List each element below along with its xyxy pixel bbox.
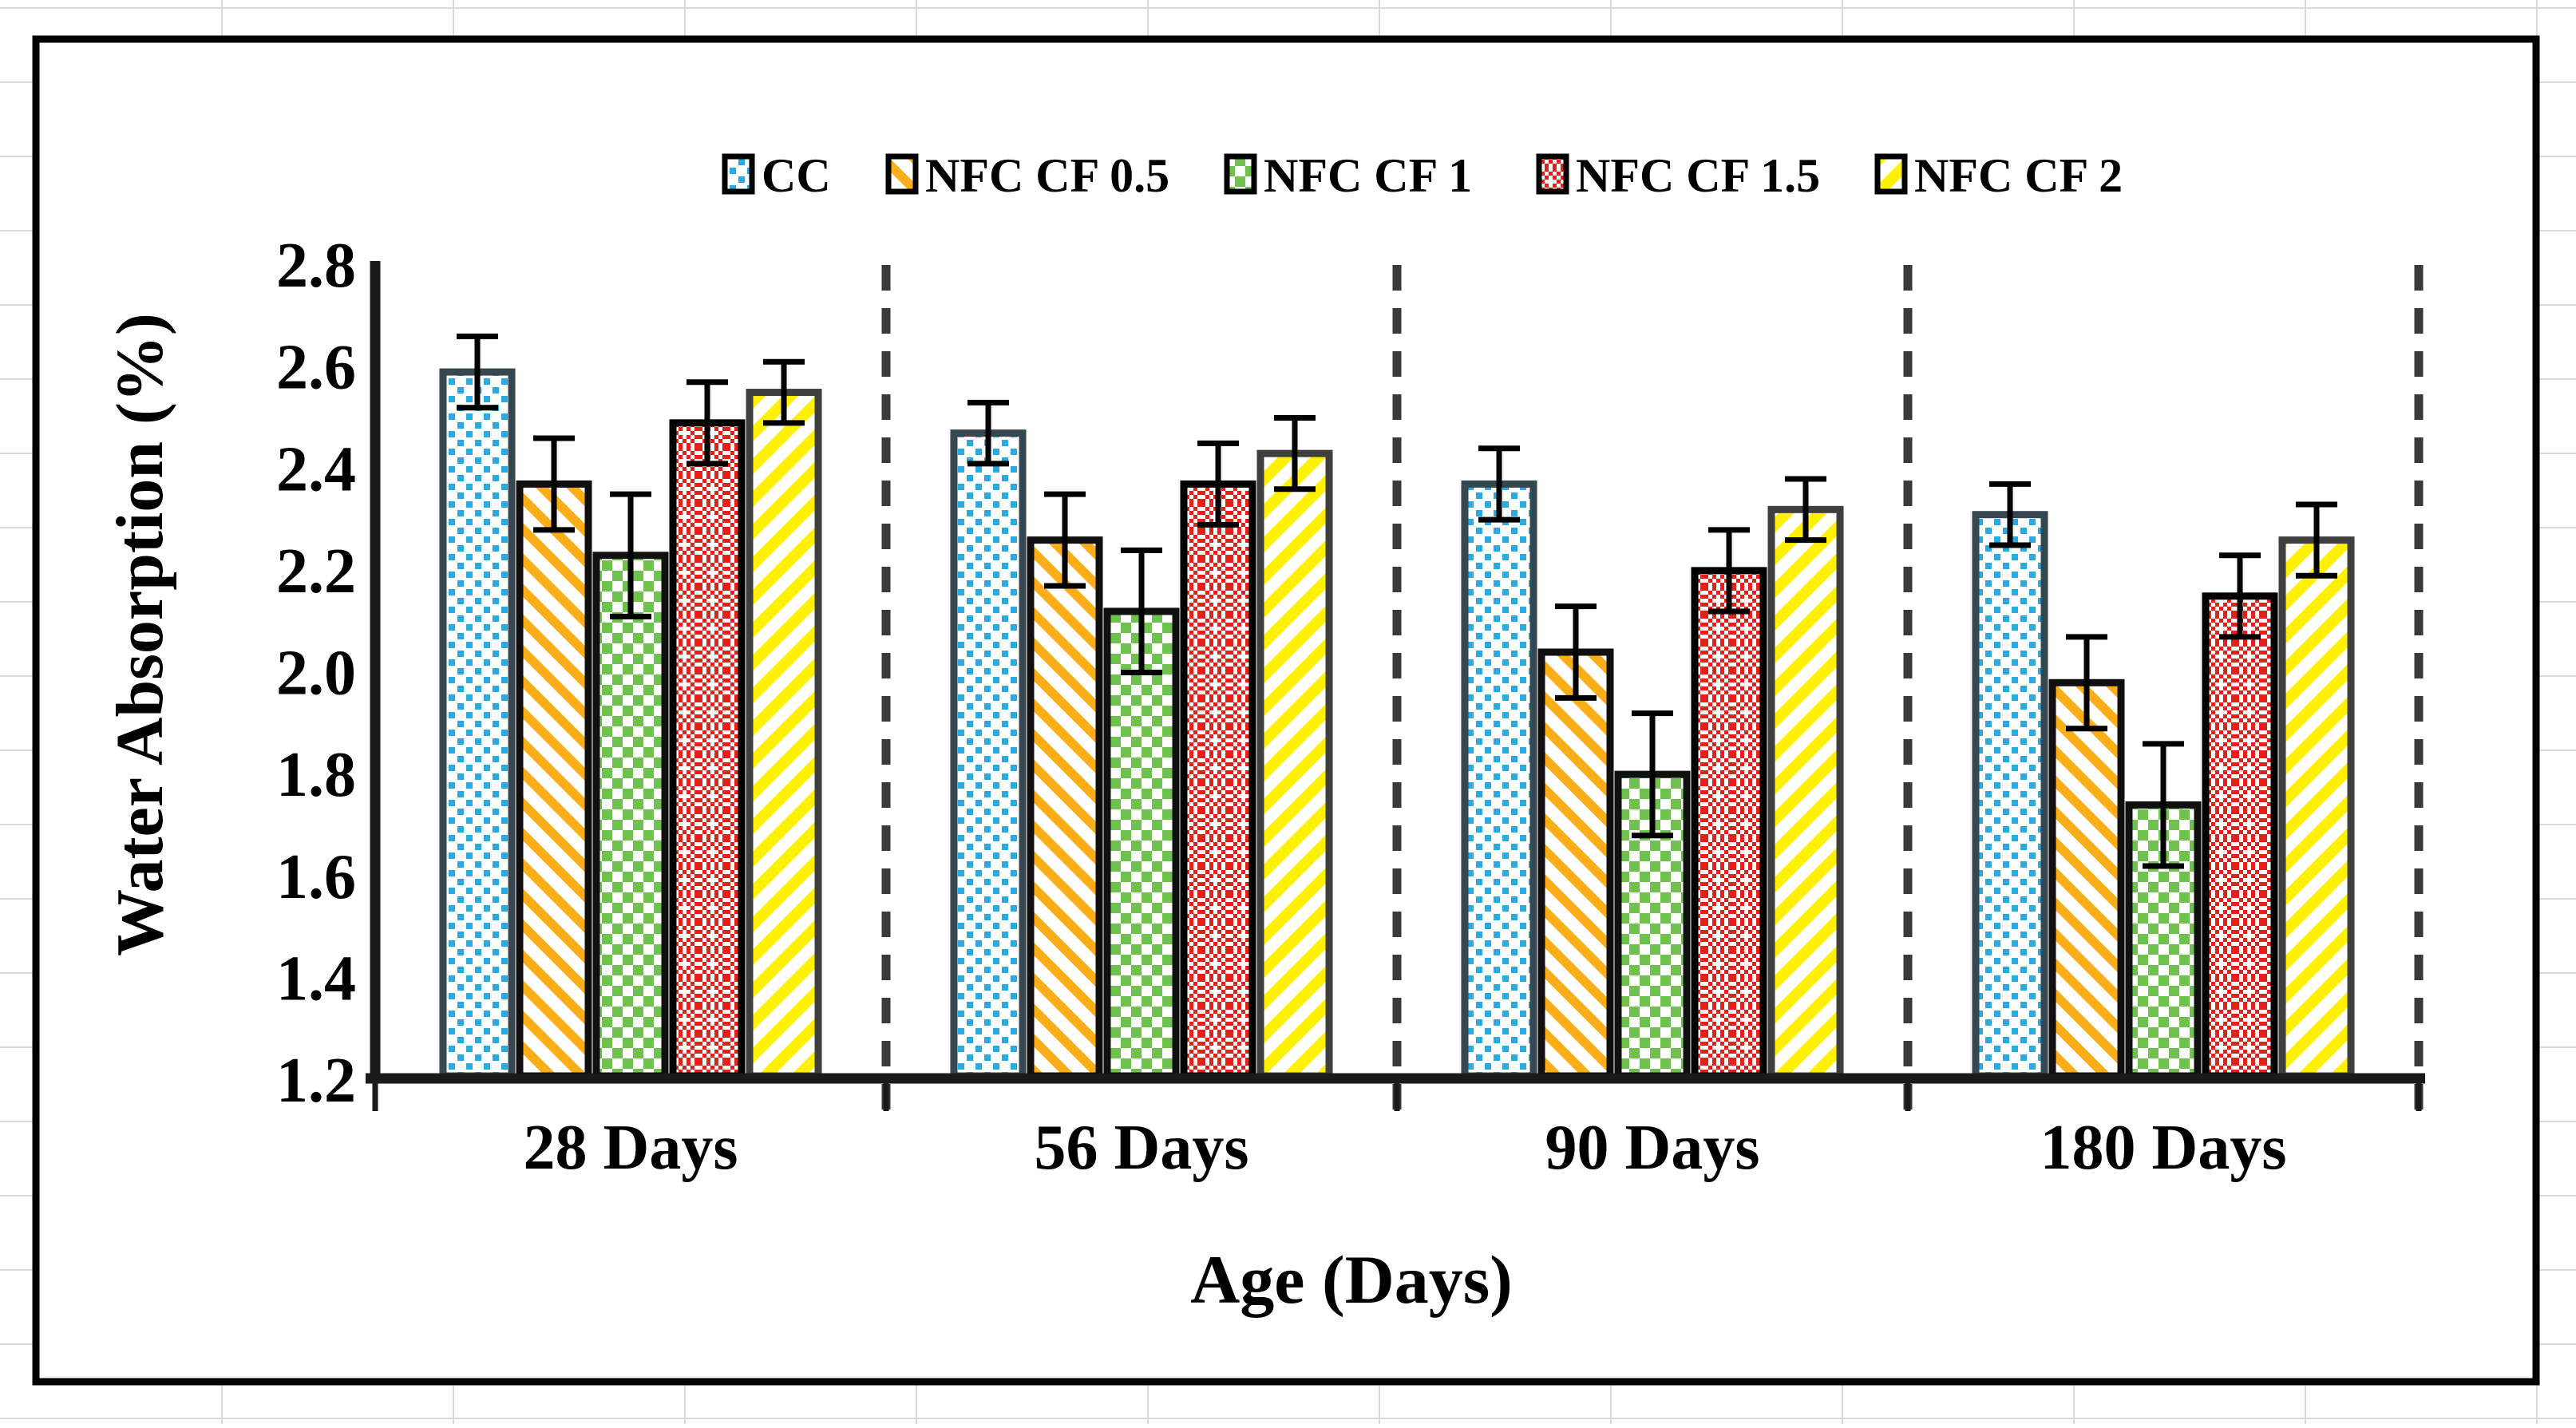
bar-nfc-cf-2-56-days: [1256, 449, 1333, 1080]
x-axis-title: Age (Days): [1190, 1241, 1513, 1318]
error-bar: [2219, 552, 2261, 640]
bar-nfc-cf-0.5-180-days: [2048, 678, 2125, 1080]
legend-item-cc: CC: [722, 149, 831, 202]
y-tick-label: 2.4: [276, 434, 356, 504]
x-axis-category-labels: 28 Days 56 Days 90 Days 180 Days: [524, 1113, 2287, 1183]
error-bar: [2066, 634, 2107, 732]
error-bar: [610, 491, 651, 619]
bar-series-group: [439, 368, 2355, 1080]
legend-item-nfc-cf-1: NFC CF 1: [1224, 149, 1472, 202]
error-bars-group: [457, 333, 2337, 869]
bar-nfc-cf-2-180-days: [2278, 536, 2355, 1080]
legend-item-nfc-cf-0.5: NFC CF 0.5: [885, 149, 1169, 202]
error-bar: [687, 379, 728, 467]
bar-nfc-cf-2-90-days: [1767, 505, 1844, 1080]
bar-nfc-cf-2-28-days: [746, 389, 822, 1080]
y-tick-label: 1.6: [276, 842, 356, 912]
error-bar: [763, 358, 805, 426]
bar-nfc-cf-1.5-180-days: [2202, 592, 2278, 1080]
bar-nfc-cf-1.5-56-days: [1180, 480, 1256, 1080]
legend-label: NFC CF 1.5: [1576, 149, 1820, 202]
legend-label: NFC CF 2: [1914, 149, 2123, 202]
bar-nfc-cf-1.5-28-days: [669, 419, 746, 1080]
error-bar: [2143, 741, 2184, 869]
bar-cc-180-days: [1972, 511, 2048, 1080]
y-axis-title: Water Absorption (%): [103, 313, 177, 956]
error-bar: [1708, 527, 1750, 615]
bar-nfc-cf-1-56-days: [1103, 607, 1180, 1080]
legend-swatch-icon: [1224, 153, 1257, 195]
error-bar: [1632, 710, 1673, 839]
legend-label: NFC CF 1: [1264, 149, 1472, 202]
error-bar: [1785, 476, 1826, 544]
y-tick-label: 2.8: [276, 231, 356, 301]
bar-cc-56-days: [950, 429, 1027, 1080]
error-bar: [533, 435, 575, 533]
y-tick-label: 1.2: [276, 1046, 356, 1116]
group-separator-dashed-lines: [881, 265, 2424, 1119]
bar-nfc-cf-1-28-days: [592, 552, 669, 1080]
error-bar: [1555, 603, 1597, 701]
axes-group: [366, 261, 2425, 1111]
category-label-28-days: 28 Days: [524, 1113, 738, 1183]
error-bar: [2296, 501, 2337, 579]
legend-label: CC: [762, 149, 831, 202]
bar-nfc-cf-1.5-90-days: [1691, 567, 1767, 1080]
error-bar: [1989, 481, 2031, 548]
y-tick-label: 2.6: [276, 333, 356, 403]
legend-swatch-icon: [885, 153, 919, 195]
legend: CC NFC CF 0.5 NFC CF 1 NFC CF 1.5 NFC CF 2: [722, 149, 2123, 202]
category-label-90-days: 90 Days: [1545, 1113, 1760, 1183]
bar-cc-28-days: [439, 368, 516, 1080]
y-tick-label: 2.0: [276, 639, 356, 709]
y-tick-label: 1.4: [276, 943, 356, 1014]
error-bar: [457, 333, 498, 411]
category-label-180-days: 180 Days: [2040, 1113, 2287, 1183]
error-bar: [1478, 445, 1520, 523]
bar-nfc-cf-0.5-28-days: [516, 480, 592, 1080]
error-bar: [967, 399, 1009, 467]
error-bar: [1197, 440, 1239, 528]
legend-swatch-icon: [722, 153, 755, 195]
legend-item-nfc-cf-2: NFC CF 2: [1874, 149, 2123, 202]
error-bar: [1044, 491, 1086, 589]
bar-cc-90-days: [1461, 480, 1537, 1080]
bar-nfc-cf-0.5-90-days: [1537, 648, 1614, 1080]
category-label-56-days: 56 Days: [1035, 1113, 1249, 1183]
error-bar: [1274, 414, 1316, 492]
bar-nfc-cf-0.5-56-days: [1027, 536, 1103, 1080]
y-tick-label: 1.8: [276, 740, 356, 810]
legend-item-nfc-cf-1.5: NFC CF 1.5: [1536, 149, 1820, 202]
legend-swatch-icon: [1874, 153, 1908, 195]
y-axis-tick-labels: 2.8 2.6 2.4 2.2 2.0 1.8 1.6 1.4 1.2: [276, 231, 356, 1116]
error-bar: [1121, 547, 1162, 676]
legend-swatch-icon: [1536, 153, 1569, 195]
legend-label: NFC CF 0.5: [925, 149, 1169, 202]
y-tick-label: 2.2: [276, 536, 356, 607]
